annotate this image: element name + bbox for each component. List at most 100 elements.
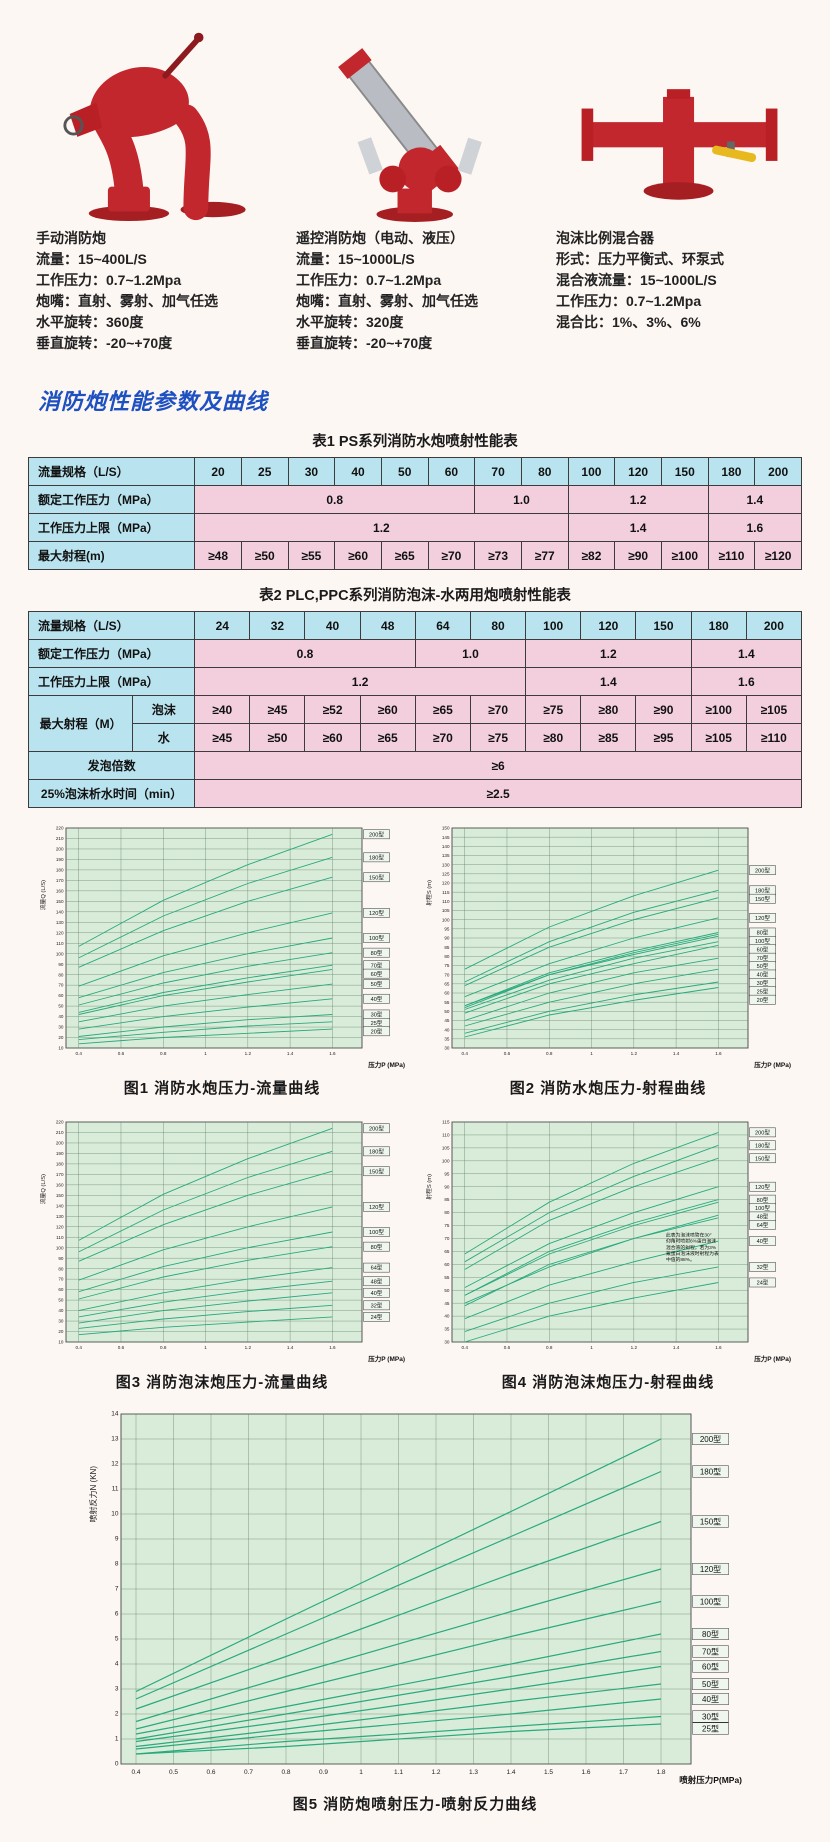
svg-text:135: 135 <box>442 853 450 858</box>
svg-text:流量Q (L/S): 流量Q (L/S) <box>39 1174 47 1204</box>
svg-text:55: 55 <box>444 1000 450 1005</box>
svg-text:0.6: 0.6 <box>206 1769 215 1776</box>
table-header-cell: 工作压力上限（MPa） <box>27 667 196 696</box>
svg-text:0: 0 <box>115 1761 119 1768</box>
svg-text:40型: 40型 <box>371 995 383 1003</box>
table-cell: ≥50 <box>249 723 306 752</box>
svg-text:仰角时喷射6%蛋白泡沫: 仰角时喷射6%蛋白泡沫 <box>666 1238 716 1245</box>
svg-text:100: 100 <box>56 951 64 956</box>
charts-row-1: 10 20 30 40 50 60 70 80 90 100 110 120 130 140 150 160 1… <box>0 820 830 1102</box>
charts-row-3: 0 1 2 3 4 5 6 7 8 9 10 11 12 13 14 0.4 0.5 0.6 0.7 0.8 0.9 1 1… <box>0 1406 830 1842</box>
svg-text:60: 60 <box>58 993 64 998</box>
svg-text:140: 140 <box>56 909 64 914</box>
table-cell: 1.0 <box>414 639 527 668</box>
svg-text:110: 110 <box>442 899 450 904</box>
svg-text:70型: 70型 <box>371 961 383 969</box>
svg-text:1.2: 1.2 <box>631 1051 638 1056</box>
table-cell: 1.0 <box>474 485 569 514</box>
svg-text:24型: 24型 <box>757 1279 769 1287</box>
svg-text:50: 50 <box>58 1298 64 1303</box>
product-image-frame <box>296 24 544 222</box>
table-cell: 100 <box>525 611 582 640</box>
table-cell: ≥60 <box>334 541 382 570</box>
svg-text:110: 110 <box>56 1235 64 1240</box>
product-manual-monitor: 手动消防炮 流量：15~400L/S 工作压力：0.7~1.2Mpa 炮嘴：直射、雾射… <box>36 24 284 354</box>
table-header-cell: 水 <box>132 723 196 752</box>
svg-text:190: 190 <box>56 857 64 862</box>
svg-text:90: 90 <box>58 962 64 967</box>
svg-text:150: 150 <box>56 1193 64 1198</box>
svg-text:40: 40 <box>58 1308 64 1313</box>
svg-text:1.2: 1.2 <box>631 1345 638 1350</box>
svg-text:0.5: 0.5 <box>169 1769 178 1776</box>
svg-text:8: 8 <box>115 1561 119 1568</box>
svg-text:80型: 80型 <box>371 949 383 957</box>
svg-text:85: 85 <box>444 1197 450 1202</box>
product-spec-line: 混合比：1%、3%、6% <box>556 314 701 330</box>
chart-caption: 图2 消防水炮压力-射程曲线 <box>509 1080 707 1097</box>
svg-text:65: 65 <box>444 1249 450 1254</box>
svg-text:0.8: 0.8 <box>281 1769 290 1776</box>
table-cell: ≥110 <box>707 541 756 570</box>
svg-text:30型: 30型 <box>757 979 769 987</box>
product-spec-line: 炮嘴：直射、雾射、加气任选 <box>296 293 478 309</box>
svg-text:70: 70 <box>444 1236 450 1241</box>
chart-caption: 图5 消防炮喷射压力-喷射反力曲线 <box>292 1796 538 1813</box>
product-remote-monitor: 遥控消防炮（电动、液压） 流量：15~1000L/S 工作压力：0.7~1.2Mpa… <box>296 24 544 354</box>
svg-text:200型: 200型 <box>755 1128 770 1136</box>
svg-text:80型: 80型 <box>757 1196 769 1204</box>
table-header-cell: 25%泡沫析水时间（min） <box>27 779 196 808</box>
table-cell: 180 <box>707 457 756 486</box>
svg-text:1.4: 1.4 <box>673 1051 680 1056</box>
svg-text:150型: 150型 <box>755 1154 770 1162</box>
svg-text:170: 170 <box>56 1172 64 1177</box>
svg-text:95: 95 <box>444 1171 450 1176</box>
table-cell: 20 <box>194 457 242 486</box>
svg-text:50型: 50型 <box>702 1680 719 1689</box>
svg-text:11: 11 <box>112 1486 119 1493</box>
svg-text:0.6: 0.6 <box>118 1051 125 1056</box>
svg-text:4: 4 <box>115 1661 119 1668</box>
table-cell: ≥85 <box>580 723 637 752</box>
svg-text:190: 190 <box>56 1151 64 1156</box>
svg-text:80: 80 <box>58 972 64 977</box>
svg-text:150型: 150型 <box>700 1518 721 1527</box>
svg-text:45: 45 <box>444 1018 450 1023</box>
svg-text:85: 85 <box>444 945 450 950</box>
svg-text:40型: 40型 <box>371 1289 383 1297</box>
svg-text:120: 120 <box>442 881 450 886</box>
svg-text:40型: 40型 <box>757 971 769 979</box>
svg-text:60: 60 <box>444 1262 450 1267</box>
svg-text:70型: 70型 <box>702 1648 719 1657</box>
svg-text:75: 75 <box>444 963 450 968</box>
svg-text:0.4: 0.4 <box>131 1769 140 1776</box>
svg-text:0.4: 0.4 <box>75 1051 82 1056</box>
svg-text:120型: 120型 <box>755 914 770 922</box>
product-foam-proportioner: 泡沫比例混合器 形式：压力平衡式、环泵式 混合液流量：15~1000L/S 工作压力：… <box>556 24 804 354</box>
svg-text:1.4: 1.4 <box>673 1345 680 1350</box>
svg-text:80: 80 <box>444 1210 450 1215</box>
svg-text:180: 180 <box>56 1162 64 1167</box>
table-header-cell: 最大射程（M） <box>27 695 134 752</box>
table-cell: ≥110 <box>745 723 803 752</box>
svg-text:95: 95 <box>444 926 450 931</box>
svg-text:0.6: 0.6 <box>118 1345 125 1350</box>
svg-text:180: 180 <box>56 868 64 873</box>
product-image-frame <box>556 24 804 222</box>
svg-text:48型: 48型 <box>371 1277 383 1285</box>
table-cell: ≥70 <box>414 723 471 752</box>
table-cell: ≥90 <box>614 541 662 570</box>
svg-text:90: 90 <box>444 936 450 941</box>
svg-text:1: 1 <box>359 1769 363 1776</box>
svg-text:220: 220 <box>56 826 64 831</box>
svg-text:32型: 32型 <box>757 1263 769 1271</box>
svg-text:1.2: 1.2 <box>431 1769 440 1776</box>
svg-text:20: 20 <box>58 1329 64 1334</box>
svg-text:1.4: 1.4 <box>287 1345 294 1350</box>
svg-text:40: 40 <box>444 1027 450 1032</box>
svg-text:30: 30 <box>444 1046 450 1051</box>
table-cell: ≥60 <box>304 723 361 752</box>
svg-text:105: 105 <box>442 1145 450 1150</box>
